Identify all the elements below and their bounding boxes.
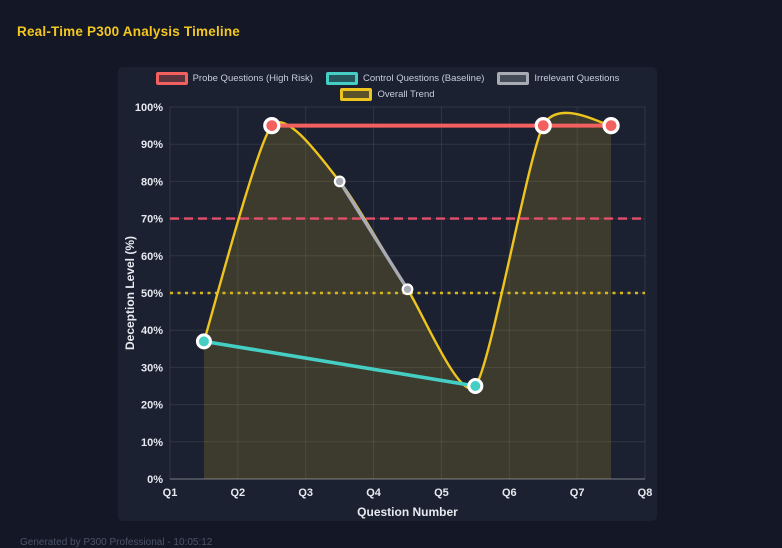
x-tick-label: Q7 (570, 487, 585, 499)
y-tick-label: 30% (141, 362, 163, 374)
legend-item-irrelevant-questions[interactable]: Irrelevant Questions (497, 72, 619, 85)
control-questions-baseline-line (202, 339, 478, 388)
legend-item-overall-trend[interactable]: Overall Trend (340, 88, 435, 101)
y-tick-label: 90% (141, 139, 163, 151)
legend-label-control-questions-baseline: Control Questions (Baseline) (362, 72, 485, 84)
legend-swatch-overall-trend (340, 88, 373, 101)
probe-questions-high-risk-point[interactable] (602, 116, 620, 135)
y-tick-label: 50% (141, 288, 163, 300)
y-tick-label: 40% (141, 325, 163, 337)
legend-swatch-control-questions-baseline (325, 72, 358, 85)
chart-legend: Probe Questions (High Risk) Control Quest… (118, 72, 657, 101)
legend-swatch-irrelevant-questions (497, 72, 530, 85)
legend-swatch-probe-questions-high-risk (155, 72, 188, 85)
legend-label-probe-questions-high-risk: Probe Questions (High Risk) (192, 72, 313, 84)
timeline-chart[interactable]: 0% 10% 20% 30% 40% 50% 60% 70% 80% 90% 100% Q1 Q2 Q3 Q… (118, 67, 657, 521)
legend-label-irrelevant-questions: Irrelevant Questions (534, 72, 620, 84)
x-tick-label: Q6 (502, 487, 517, 499)
x-tick-label: Q1 (163, 487, 178, 499)
chart-card: Probe Questions (High Risk) Control Quest… (118, 67, 657, 521)
legend-label-overall-trend: Overall Trend (377, 88, 435, 100)
y-tick-label: 80% (141, 176, 163, 188)
control-questions-baseline-point[interactable] (195, 333, 212, 350)
x-tick-label: Q3 (298, 487, 313, 499)
probe-questions-high-risk-point[interactable] (263, 116, 281, 135)
legend-item-control-questions-baseline[interactable]: Control Questions (Baseline) (325, 72, 485, 85)
x-tick-label: Q4 (366, 487, 382, 499)
x-axis-title: Question Number (357, 505, 458, 519)
y-tick-label: 100% (135, 102, 163, 114)
legend-row: Overall Trend (340, 88, 435, 101)
footer-note: Generated by P300 Professional - 10:05:1… (20, 537, 213, 548)
y-tick-label: 20% (141, 400, 163, 412)
irrelevant-questions-point[interactable] (401, 283, 414, 296)
x-tick-label: Q8 (638, 487, 653, 499)
trend-area-fill (203, 112, 612, 480)
x-tick-label: Q2 (231, 487, 246, 499)
y-axis-title: Deception Level (%) (123, 236, 137, 350)
probe-questions-high-risk-point[interactable] (534, 116, 552, 135)
legend-row: Probe Questions (High Risk) Control Quest… (155, 72, 619, 85)
irrelevant-questions-line (337, 179, 410, 291)
y-tick-label: 0% (147, 474, 163, 486)
x-tick-label: Q5 (434, 487, 449, 499)
legend-item-probe-questions-high-risk[interactable]: Probe Questions (High Risk) (155, 72, 313, 85)
control-questions-baseline-point[interactable] (467, 378, 484, 394)
y-tick-label: 60% (141, 251, 163, 263)
y-tick-label: 10% (141, 437, 163, 449)
y-tick-label: 70% (141, 214, 163, 226)
page-title: Real-Time P300 Analysis Timeline (17, 24, 241, 39)
irrelevant-questions-point[interactable] (333, 175, 346, 188)
